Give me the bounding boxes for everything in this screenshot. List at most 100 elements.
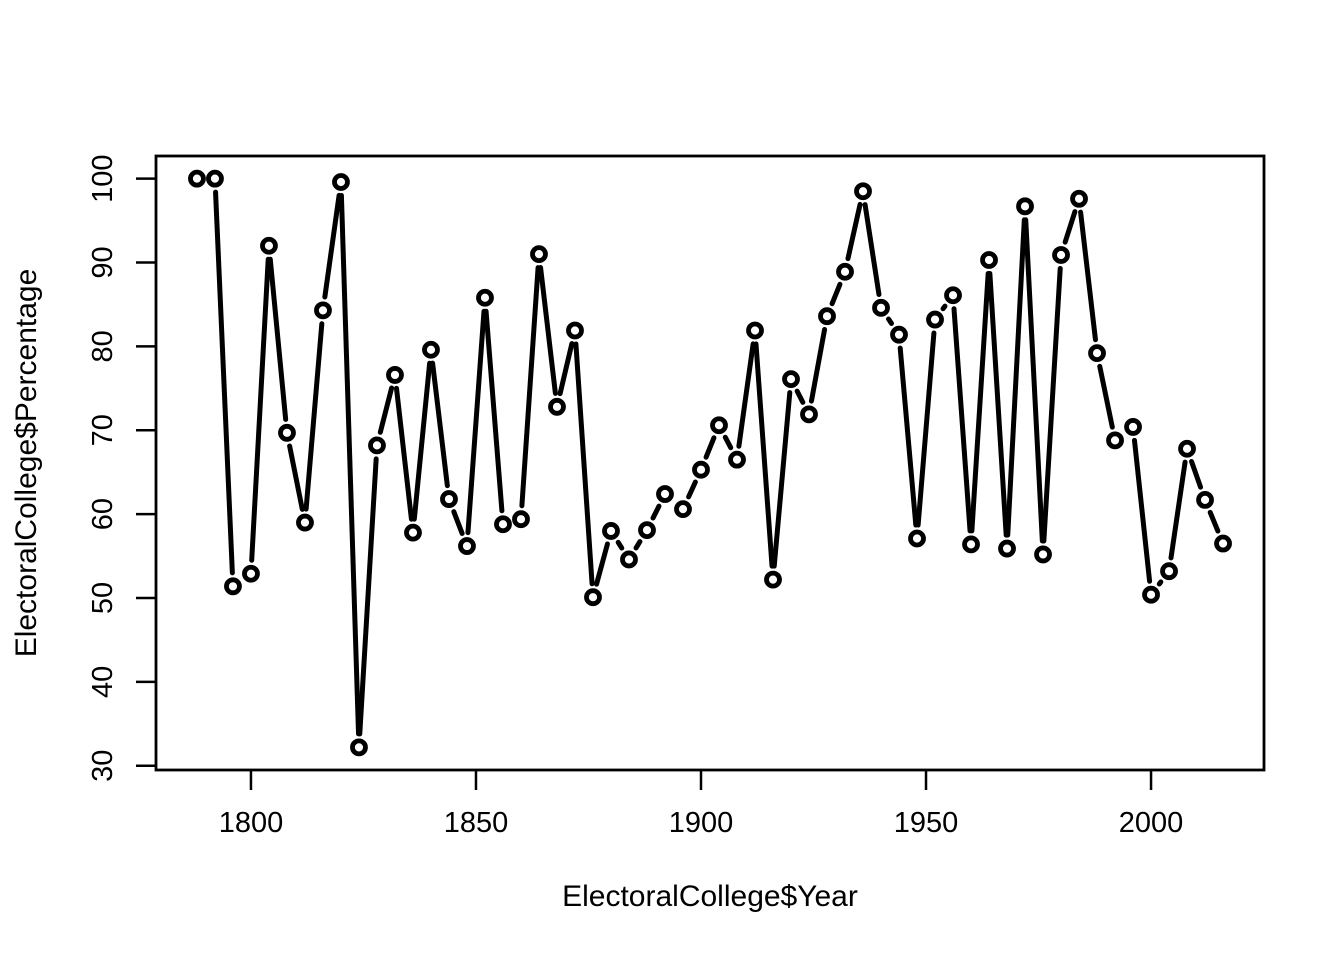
data-point-marker: [386, 366, 404, 384]
x-tick-label: 1900: [669, 807, 734, 839]
series-line-segment: [987, 270, 1009, 538]
series-line-segment: [736, 341, 756, 449]
data-point-marker: [476, 288, 494, 307]
data-point-marker: [242, 564, 260, 583]
data-point-marker: [1160, 562, 1178, 581]
series-line-segment: [1097, 363, 1115, 430]
x-tick-label: 1950: [894, 807, 959, 839]
series-line-segment: [377, 385, 395, 435]
y-tick-label: 100: [87, 154, 119, 202]
data-point-marker: [458, 537, 476, 555]
data-series-layer: [188, 169, 1232, 757]
series-line-segment: [1078, 209, 1098, 343]
data-point-marker: [1052, 246, 1070, 264]
data-point-marker: [944, 286, 962, 305]
series-line-segment: [1023, 217, 1045, 544]
series-line-segment: [686, 479, 698, 500]
data-point-marker: [548, 397, 566, 416]
series-line-segment: [287, 443, 305, 512]
data-point-marker: [746, 321, 764, 340]
series-line-segment: [722, 434, 734, 451]
series-line-segment: [322, 192, 342, 300]
series-line-segment: [303, 321, 325, 512]
data-point-marker: [782, 370, 800, 389]
data-point-marker: [530, 245, 548, 264]
data-point-marker: [1124, 418, 1142, 436]
data-point-marker: [296, 513, 314, 532]
data-point-marker: [1142, 585, 1160, 604]
series-line-segment: [650, 503, 662, 521]
data-point-marker: [764, 570, 782, 589]
y-axis-label: ElectoralCollege$Percentage: [10, 269, 43, 658]
data-point-marker: [278, 423, 296, 442]
data-point-marker: [710, 416, 728, 435]
data-point-marker: [692, 460, 710, 479]
series-line-segment: [808, 326, 828, 404]
data-point-marker: [998, 539, 1016, 558]
data-point-marker: [422, 340, 440, 359]
data-point-marker: [800, 405, 818, 424]
data-point-marker: [1214, 534, 1232, 553]
data-point-marker: [1088, 344, 1106, 363]
series-line-segment: [538, 265, 558, 396]
data-point-marker: [188, 169, 206, 188]
series-line-segment: [1062, 209, 1078, 245]
series-line-segment: [1041, 265, 1063, 544]
series-line-segment: [1189, 458, 1204, 490]
data-point-marker: [674, 500, 692, 519]
series-line-segment: [897, 345, 919, 528]
series-line-segment: [794, 388, 806, 405]
series-line-segment: [1156, 579, 1164, 587]
data-point-marker: [728, 450, 746, 469]
data-point-marker: [350, 738, 368, 757]
axis-ticks-layer: 1800 1850 1900 1950 2000 30 40 50 60 70 80 90 100: [87, 154, 1183, 839]
y-tick-label: 90: [87, 246, 119, 278]
series-line-segment: [394, 385, 414, 522]
series-line-segment: [573, 341, 595, 587]
series-line-segment: [886, 316, 894, 326]
data-point-marker: [638, 521, 656, 540]
series-line-segment: [615, 539, 625, 551]
data-point-marker: [1106, 431, 1124, 450]
data-point-marker: [368, 436, 386, 455]
series-line-segment: [451, 509, 465, 536]
data-point-marker: [566, 321, 584, 340]
series-line-segment: [213, 189, 235, 576]
x-axis-label: ElectoralCollege$Year: [562, 880, 858, 913]
y-tick-label: 80: [87, 330, 119, 362]
data-point-marker: [512, 510, 530, 529]
data-point-marker: [260, 236, 278, 255]
series-line-segment: [1207, 509, 1221, 534]
series-line-segment: [845, 201, 863, 262]
series-line-segment: [940, 303, 948, 312]
data-point-marker: [1034, 545, 1052, 564]
data-point-marker: [872, 298, 890, 317]
series-line-segment: [862, 202, 882, 297]
series-line-segment: [430, 360, 450, 489]
series-line-segment: [829, 281, 843, 307]
data-point-marker: [440, 490, 458, 508]
series-line-segment: [338, 192, 362, 737]
data-point-marker: [854, 182, 872, 201]
plot-border-box: [154, 154, 1266, 772]
y-tick-label: 30: [87, 750, 119, 782]
series-line-segment: [1005, 217, 1027, 538]
y-tick-label: 70: [87, 414, 119, 446]
series-line-segment: [557, 341, 575, 397]
series-line-segment: [951, 306, 973, 534]
series-line-segment: [249, 256, 271, 563]
data-point-marker: [1070, 189, 1088, 208]
series-line-segment: [465, 308, 487, 536]
data-point-marker: [206, 169, 224, 188]
y-tick-label: 60: [87, 498, 119, 530]
data-point-marker: [1196, 491, 1214, 509]
y-tick-label: 50: [87, 582, 119, 614]
data-point-marker: [224, 577, 242, 596]
data-point-marker: [620, 550, 638, 569]
series-line-segment: [703, 435, 717, 460]
series-line-segment: [1168, 459, 1188, 561]
series-line-segment: [969, 270, 991, 534]
series-line-segment: [267, 256, 289, 422]
